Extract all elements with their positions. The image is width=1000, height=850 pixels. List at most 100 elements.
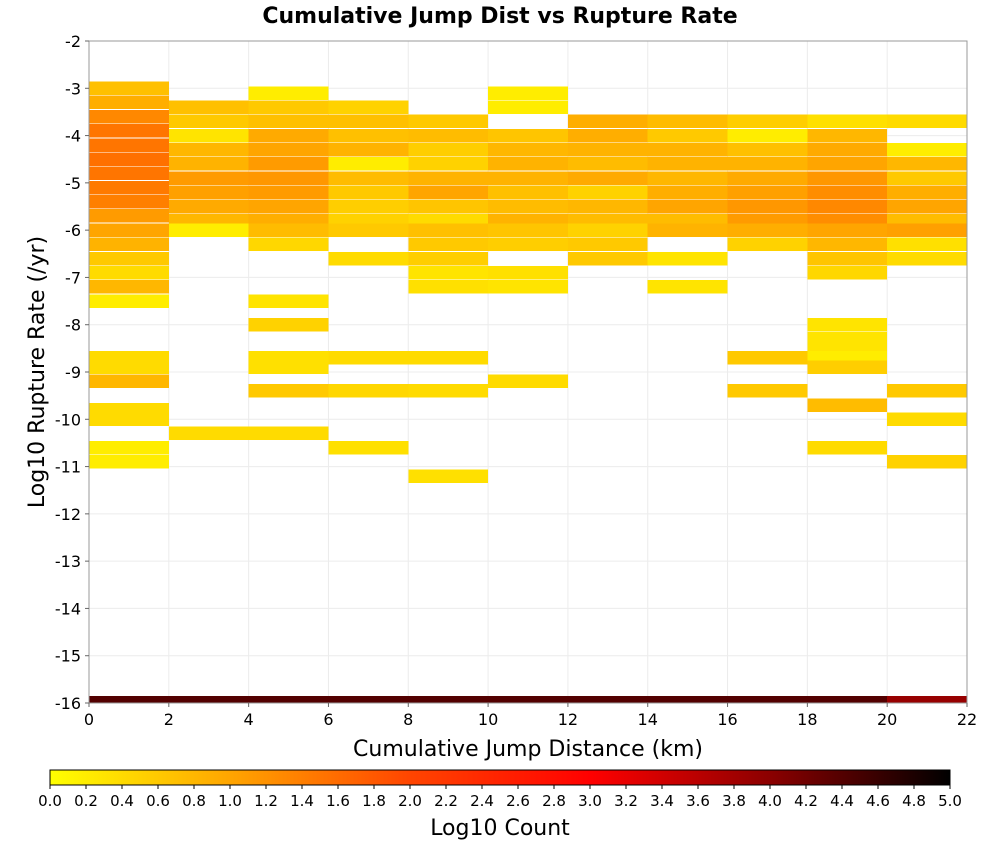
heatmap-cell — [647, 185, 728, 200]
heatmap-cell — [328, 696, 409, 703]
colorbar-tick-label: 3.6 — [686, 792, 710, 810]
heatmap-cell — [567, 171, 648, 185]
heatmap-cell — [807, 142, 888, 157]
heatmap-cell — [328, 157, 409, 171]
heatmap-cell — [408, 185, 489, 200]
colorbar-tick-label: 1.4 — [290, 792, 314, 810]
heatmap-cell — [567, 128, 648, 143]
y-tick-label: -11 — [55, 458, 81, 477]
colorbar-label: Log10 Count — [430, 816, 570, 841]
heatmap-cell — [807, 114, 888, 129]
heatmap-cell — [647, 199, 728, 214]
heatmap-cell — [807, 265, 888, 280]
y-tick-label: -4 — [65, 127, 81, 146]
heatmap-cell — [408, 199, 489, 214]
heatmap-cell — [248, 237, 329, 252]
heatmap-cell — [807, 171, 888, 185]
heatmap-cell — [89, 280, 169, 294]
y-tick-label: -5 — [65, 174, 81, 193]
heatmap-cell — [488, 374, 568, 389]
heatmap-cell — [807, 199, 888, 214]
heatmap-cell — [168, 223, 249, 237]
heatmap-cell — [727, 351, 808, 365]
heatmap-cell — [887, 185, 967, 200]
heatmap-cell — [408, 128, 489, 143]
heatmap-cell — [567, 185, 648, 200]
heatmap-cell — [727, 142, 808, 157]
heatmap-cell — [488, 199, 568, 214]
heatmap-cell — [168, 171, 249, 185]
heatmap-cell — [488, 185, 568, 200]
x-tick-label: 8 — [403, 710, 413, 729]
y-tick-label: -16 — [55, 694, 81, 713]
y-tick-label: -13 — [55, 552, 81, 571]
heatmap-cell — [248, 114, 329, 129]
heatmap-cell — [89, 95, 169, 110]
heatmap-cell — [89, 152, 169, 166]
heatmap-cell — [488, 696, 568, 703]
colorbar-tick-label: 4.2 — [794, 792, 818, 810]
heatmap-cell — [168, 185, 249, 200]
heatmap-cell — [807, 398, 888, 412]
x-tick-label: 0 — [84, 710, 94, 729]
heatmap-cell — [89, 209, 169, 223]
heatmap-cell — [408, 696, 489, 703]
heatmap-cell — [727, 114, 808, 129]
heatmap-cell — [488, 223, 568, 237]
heatmap-cell — [89, 374, 169, 389]
heatmap-cell — [488, 86, 568, 100]
heatmap-cell — [807, 317, 888, 332]
y-tick-label: -15 — [55, 647, 81, 666]
heatmap-cell — [328, 223, 409, 237]
x-tick-label: 20 — [877, 710, 897, 729]
colorbar — [49, 769, 951, 786]
heatmap-cell — [168, 100, 249, 114]
heatmap-cell — [89, 109, 169, 124]
colorbar-tick-label: 0.0 — [38, 792, 62, 810]
y-tick-label: -6 — [65, 221, 81, 240]
heatmap-cell — [89, 455, 169, 469]
heatmap-cell — [408, 157, 489, 171]
heatmap-cell — [887, 412, 967, 427]
heatmap-cell — [168, 157, 249, 171]
y-tick-label: -14 — [55, 599, 81, 618]
heatmap-cell — [89, 412, 169, 427]
colorbar-tick-label: 2.6 — [506, 792, 530, 810]
heatmap-cell — [248, 128, 329, 143]
heatmap-cell — [328, 351, 409, 365]
heatmap-cell — [328, 251, 409, 266]
heatmap-cell — [647, 157, 728, 171]
x-tick-label: 4 — [244, 710, 254, 729]
heatmap-cell — [89, 251, 169, 266]
heatmap-cell — [887, 455, 967, 469]
heatmap-cell — [807, 185, 888, 200]
heatmap-cell — [89, 440, 169, 455]
heatmap-cell — [488, 100, 568, 114]
heatmap-cell — [887, 237, 967, 252]
heatmap-cell — [248, 223, 329, 237]
heatmap-cell — [727, 128, 808, 143]
heatmap-cell — [248, 185, 329, 200]
heatmap-cell — [248, 360, 329, 375]
colorbar-tick-label: 2.4 — [470, 792, 494, 810]
heatmap-cell — [647, 280, 728, 294]
heatmap-cell — [328, 384, 409, 398]
heatmap-cell — [408, 351, 489, 365]
heatmap-cells — [89, 81, 967, 703]
heatmap-cell — [328, 142, 409, 157]
colorbar-tick-label: 3.4 — [650, 792, 674, 810]
heatmap-cell — [328, 114, 409, 129]
heatmap-cell — [567, 114, 648, 129]
y-tick-label: -7 — [65, 268, 81, 287]
heatmap-cell — [807, 696, 888, 703]
heatmap-cell — [168, 114, 249, 129]
heatmap-cell — [408, 171, 489, 185]
heatmap-cell — [488, 280, 568, 294]
heatmap-cell — [647, 142, 728, 157]
x-axis: 0 2 4 6 8 10 12 14 16 18 20 22 — [84, 703, 977, 729]
colorbar-tick-label: 3.0 — [578, 792, 602, 810]
heatmap-cell — [89, 124, 169, 138]
heatmap-cell — [248, 100, 329, 114]
heatmap-cell — [567, 696, 648, 703]
